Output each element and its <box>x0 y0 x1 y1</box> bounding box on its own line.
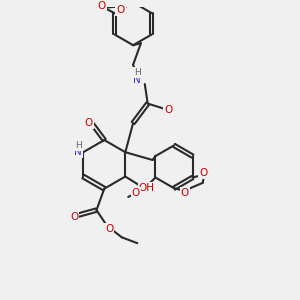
Text: OH: OH <box>139 183 155 193</box>
Text: O: O <box>199 168 207 178</box>
Text: O: O <box>98 1 106 11</box>
Text: O: O <box>181 188 189 198</box>
Text: H: H <box>75 141 82 150</box>
Text: N: N <box>74 147 82 157</box>
Text: O: O <box>132 188 140 198</box>
Text: O: O <box>105 224 113 234</box>
Text: H: H <box>134 68 140 77</box>
Text: O: O <box>70 212 78 222</box>
Text: O: O <box>164 105 172 116</box>
Text: N: N <box>133 75 141 85</box>
Text: O: O <box>85 118 93 128</box>
Text: O: O <box>116 5 124 15</box>
